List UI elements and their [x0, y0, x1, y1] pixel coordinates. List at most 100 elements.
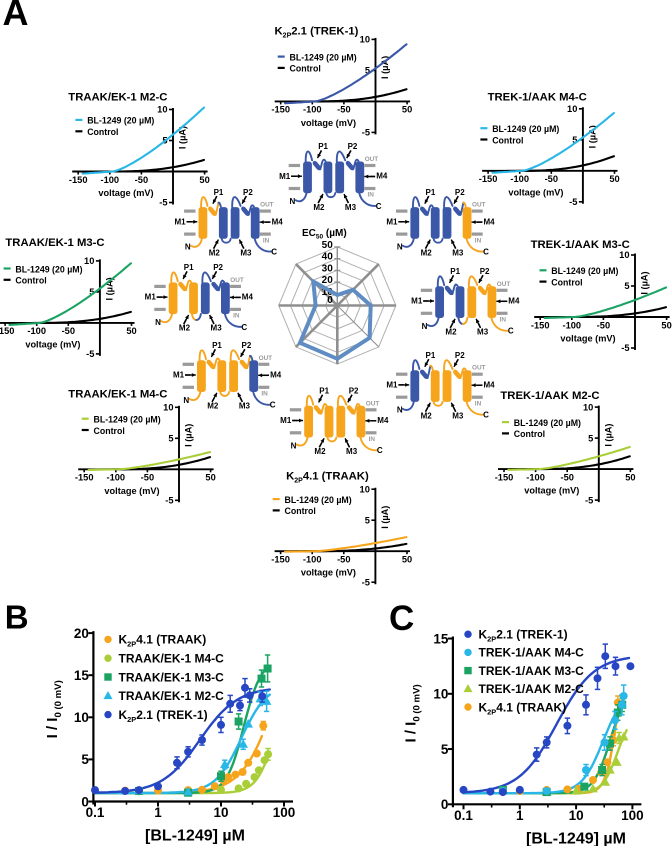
svg-text:M2: M2 — [445, 328, 457, 337]
svg-text:N: N — [290, 197, 296, 206]
svg-text:N: N — [183, 396, 189, 405]
svg-text:M3: M3 — [239, 402, 251, 411]
svg-text:P1: P1 — [214, 188, 224, 197]
svg-text:M2: M2 — [421, 412, 433, 421]
svg-text:K2P2.1 (TREK-1): K2P2.1 (TREK-1) — [275, 25, 359, 39]
svg-text:M1: M1 — [386, 381, 398, 390]
svg-text:M1: M1 — [386, 217, 398, 226]
svg-text:M3: M3 — [346, 447, 358, 456]
svg-text:Control: Control — [551, 277, 582, 287]
svg-text:IN: IN — [261, 391, 268, 398]
svg-text:-5: -5 — [362, 577, 370, 587]
svg-text:5: 5 — [588, 433, 593, 443]
svg-text:M2: M2 — [209, 248, 221, 257]
svg-text:M1: M1 — [145, 293, 157, 302]
svg-text:OUT: OUT — [497, 281, 511, 288]
svg-text:5: 5 — [365, 515, 370, 525]
svg-text:K2P4.1 (TRAAK): K2P4.1 (TRAAK) — [479, 700, 567, 716]
svg-text:K2P4.1 (TRAAK): K2P4.1 (TRAAK) — [119, 633, 207, 649]
svg-text:voltage (mV): voltage (mV) — [301, 118, 356, 128]
svg-text:OUT: OUT — [472, 365, 486, 372]
svg-text:BL-1249 (20 µM): BL-1249 (20 µM) — [290, 52, 357, 62]
svg-text:M1: M1 — [411, 297, 423, 306]
svg-text:5: 5 — [81, 752, 89, 767]
svg-text:OUT: OUT — [260, 202, 274, 209]
svg-text:M2: M2 — [207, 402, 219, 411]
svg-text:BL-1249 (20 µM): BL-1249 (20 µM) — [285, 495, 352, 505]
svg-text:TRAAK/EK-1 M3-C: TRAAK/EK-1 M3-C — [119, 670, 225, 684]
svg-text:50: 50 — [402, 105, 412, 115]
svg-text:M3: M3 — [452, 412, 464, 421]
svg-text:voltage (mV): voltage (mV) — [524, 486, 579, 496]
svg-text:M4: M4 — [484, 380, 496, 389]
svg-text:BL-1249 (20 µM): BL-1249 (20 µM) — [551, 266, 618, 276]
svg-text:C: C — [483, 248, 489, 257]
svg-text:M4: M4 — [270, 371, 282, 380]
svg-text:voltage (mV): voltage (mV) — [301, 568, 356, 578]
svg-text:M4: M4 — [242, 293, 254, 302]
svg-text:IN: IN — [369, 436, 376, 443]
svg-text:M2: M2 — [179, 324, 191, 333]
svg-text:N: N — [291, 441, 297, 450]
svg-text:TREK-1/AAK M2-C: TREK-1/AAK M2-C — [479, 682, 585, 696]
svg-text:M1: M1 — [279, 172, 291, 181]
svg-text:15: 15 — [74, 668, 90, 683]
svg-text:15: 15 — [433, 631, 449, 646]
svg-text:Control: Control — [15, 276, 46, 286]
svg-text:TREK-1/AAK M4-C: TREK-1/AAK M4-C — [479, 646, 585, 660]
svg-text:P2: P2 — [242, 341, 252, 350]
svg-text:BL-1249 (20 µM): BL-1249 (20 µM) — [15, 264, 82, 274]
svg-text:P1: P1 — [212, 341, 222, 350]
svg-text:I (µA): I (µA) — [587, 125, 597, 148]
svg-text:P2: P2 — [455, 351, 465, 360]
svg-text:100: 100 — [621, 808, 644, 823]
svg-text:IN: IN — [368, 192, 375, 199]
svg-text:I (µA): I (µA) — [184, 424, 194, 447]
svg-text:-100: -100 — [562, 320, 581, 330]
svg-text:I / I0 (0 mV): I / I0 (0 mV) — [403, 684, 423, 742]
svg-text:M3: M3 — [477, 328, 489, 337]
svg-text:0.1: 0.1 — [86, 805, 105, 820]
svg-text:OUT: OUT — [366, 400, 380, 407]
svg-text:-100: -100 — [303, 555, 322, 565]
svg-text:-100: -100 — [510, 174, 529, 184]
svg-text:voltage (mV): voltage (mV) — [560, 334, 615, 344]
svg-text:20: 20 — [74, 626, 89, 641]
svg-text:TREK-1/AAK M3-C: TREK-1/AAK M3-C — [531, 239, 630, 251]
svg-text:IN: IN — [263, 237, 270, 244]
svg-text:-150: -150 — [0, 326, 14, 336]
svg-text:voltage (mV): voltage (mV) — [25, 339, 80, 349]
svg-text:10: 10 — [360, 35, 370, 45]
svg-text:5: 5 — [365, 66, 370, 76]
svg-text:20: 20 — [322, 275, 334, 286]
svg-text:TRAAK/EK-1 M4-C: TRAAK/EK-1 M4-C — [68, 389, 167, 401]
svg-text:M1: M1 — [174, 217, 186, 226]
svg-text:5: 5 — [168, 434, 173, 444]
svg-text:voltage (mV): voltage (mV) — [98, 188, 153, 198]
svg-text:A: A — [3, 0, 29, 33]
svg-text:M3: M3 — [240, 248, 252, 257]
svg-text:Control: Control — [285, 506, 316, 516]
svg-text:IN: IN — [500, 317, 507, 324]
svg-text:50: 50 — [126, 326, 136, 336]
svg-text:C: C — [377, 446, 383, 455]
svg-text:50: 50 — [625, 472, 635, 482]
svg-text:-150: -150 — [271, 105, 290, 115]
svg-text:10: 10 — [322, 287, 334, 298]
svg-text:I (µA): I (µA) — [380, 506, 390, 529]
svg-text:OUT: OUT — [259, 355, 273, 362]
svg-text:50: 50 — [205, 473, 215, 483]
svg-text:10: 10 — [583, 402, 593, 412]
svg-text:TRAAK/EK-1 M4-C: TRAAK/EK-1 M4-C — [119, 652, 225, 666]
svg-text:-50: -50 — [545, 174, 558, 184]
svg-text:P1: P1 — [184, 263, 194, 272]
svg-text:Control: Control — [514, 429, 545, 439]
svg-text:M4: M4 — [377, 416, 389, 425]
svg-text:10: 10 — [360, 484, 370, 494]
svg-text:BL-1249 (20 µM): BL-1249 (20 µM) — [94, 415, 161, 425]
svg-text:10: 10 — [74, 710, 89, 725]
svg-text:P1: P1 — [319, 387, 329, 396]
svg-text:-5: -5 — [165, 496, 173, 506]
svg-text:M2: M2 — [314, 447, 326, 456]
svg-text:M3: M3 — [345, 203, 357, 212]
